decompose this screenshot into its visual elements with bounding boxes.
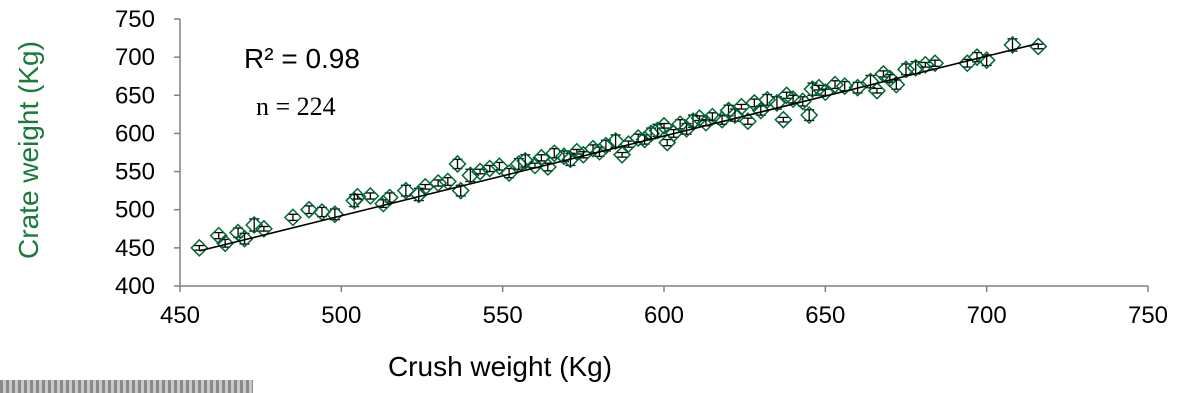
y-axis-title: Crate weight (Kg) xyxy=(13,41,44,259)
y-tick-label: 700 xyxy=(115,44,155,71)
data-point xyxy=(348,187,367,206)
data-point xyxy=(283,208,302,227)
data-point xyxy=(887,75,906,94)
y-tick-label: 600 xyxy=(115,120,155,147)
sample-size-label: n = 224 xyxy=(256,92,336,121)
data-point xyxy=(1029,37,1048,56)
x-tick-label: 700 xyxy=(967,302,1007,329)
data-point xyxy=(916,55,935,74)
x-tick-label: 650 xyxy=(805,302,845,329)
data-point xyxy=(774,110,793,129)
y-tick-label: 450 xyxy=(115,235,155,262)
y-tick-label: 750 xyxy=(115,6,155,33)
data-point xyxy=(751,101,770,120)
data-point xyxy=(209,226,228,245)
data-point xyxy=(480,159,499,178)
data-point xyxy=(738,112,757,131)
data-point xyxy=(490,157,509,176)
x-tick-label: 550 xyxy=(483,302,523,329)
y-ticks: 400 450 500 550 600 650 700 750 xyxy=(115,6,180,300)
data-point xyxy=(635,130,654,149)
y-tick-label: 400 xyxy=(115,273,155,300)
data-point xyxy=(190,238,209,257)
data-point xyxy=(312,202,332,222)
data-point xyxy=(254,219,273,238)
data-point xyxy=(409,185,428,204)
trend-line xyxy=(199,42,1039,252)
y-tick-label: 500 xyxy=(115,197,155,224)
x-ticks: 450 500 550 600 650 700 750 xyxy=(160,286,1168,329)
data-point xyxy=(235,229,254,248)
x-tick-label: 450 xyxy=(160,302,200,329)
data-point xyxy=(396,181,415,200)
data-point xyxy=(793,92,812,111)
x-tick-label: 750 xyxy=(1128,302,1168,329)
data-point xyxy=(361,186,380,206)
data-point xyxy=(612,145,632,164)
data-point xyxy=(958,54,977,73)
data-point xyxy=(896,60,916,79)
x-axis-title: Crush weight (Kg) xyxy=(388,351,612,382)
data-point xyxy=(867,81,887,100)
data-point xyxy=(380,188,399,207)
data-point xyxy=(500,164,519,183)
data-point xyxy=(800,106,819,125)
data-point xyxy=(300,200,319,219)
y-tick-label: 650 xyxy=(115,82,155,109)
photo-fragment xyxy=(0,380,253,393)
y-tick-label: 550 xyxy=(115,159,155,186)
data-point xyxy=(654,116,674,135)
plot-area xyxy=(190,35,1048,257)
data-point xyxy=(925,54,945,73)
x-tick-label: 600 xyxy=(644,302,684,329)
r-squared-label: R² = 0.98 xyxy=(244,43,360,74)
data-point xyxy=(732,97,751,116)
data-point xyxy=(448,154,467,174)
data-point xyxy=(325,205,344,224)
x-tick-label: 500 xyxy=(321,302,361,329)
data-point xyxy=(216,234,235,253)
